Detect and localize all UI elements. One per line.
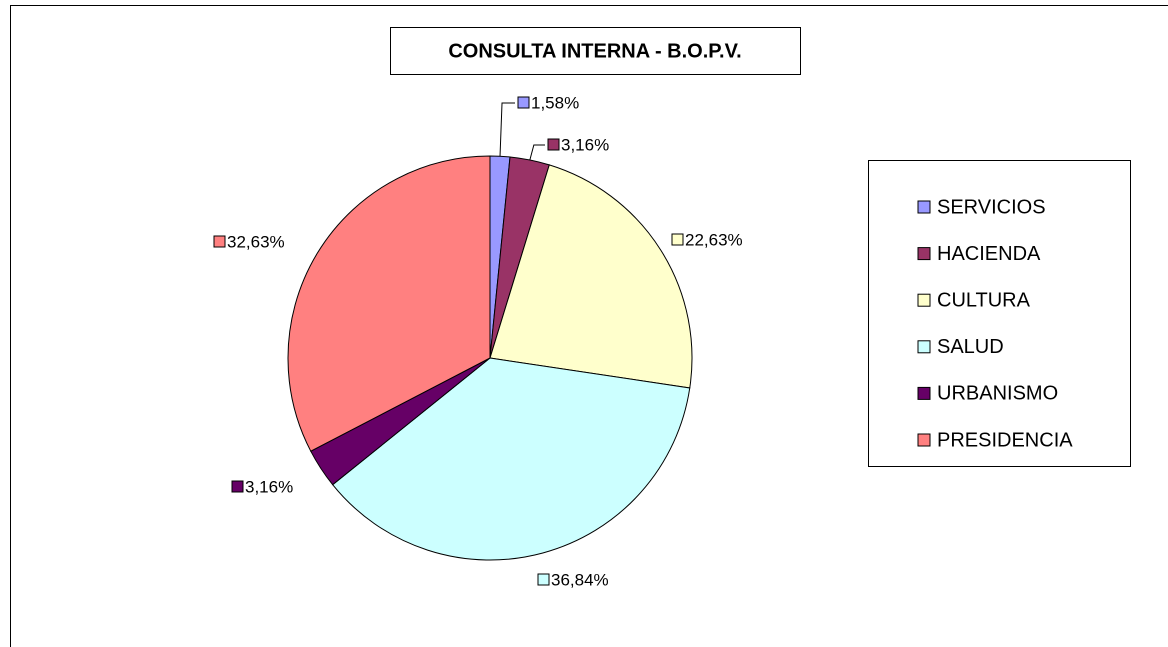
legend-swatch: [917, 433, 931, 447]
label-swatch: [517, 96, 530, 109]
legend-label: URBANISMO: [937, 383, 1058, 405]
leader-line: [499, 102, 515, 157]
title-box: [390, 27, 801, 75]
chart-frame: [10, 5, 1168, 647]
pie-slice: [287, 155, 491, 452]
legend-label: SERVICIOS: [937, 196, 1046, 218]
pie-slice: [331, 357, 691, 561]
legend-label: HACIENDA: [937, 243, 1041, 265]
data-label: 3,16%: [561, 135, 609, 154]
chart-title: CONSULTA INTERNA - B.O.P.V.: [448, 40, 741, 62]
legend-label: PRESIDENCIA: [937, 429, 1073, 451]
legend-swatch: [917, 293, 931, 307]
data-label: 1,58%: [531, 93, 579, 112]
legend-swatch: [917, 386, 931, 400]
label-swatch: [671, 233, 684, 246]
data-label: 22,63%: [685, 230, 743, 249]
legend-swatch: [917, 200, 931, 214]
data-label: 3,16%: [245, 477, 293, 496]
pie-slice: [489, 164, 693, 389]
legend-label: CULTURA: [937, 289, 1031, 311]
data-label: 32,63%: [227, 232, 285, 251]
leader-line: [529, 144, 545, 161]
label-swatch: [547, 138, 560, 151]
label-swatch: [537, 573, 550, 586]
data-label: 36,84%: [551, 570, 609, 589]
label-swatch: [231, 480, 244, 493]
label-swatch: [213, 235, 226, 248]
legend-swatch: [917, 247, 931, 261]
legend-label: SALUD: [937, 336, 1004, 358]
legend-swatch: [917, 340, 931, 354]
legend-box: [868, 160, 1131, 467]
